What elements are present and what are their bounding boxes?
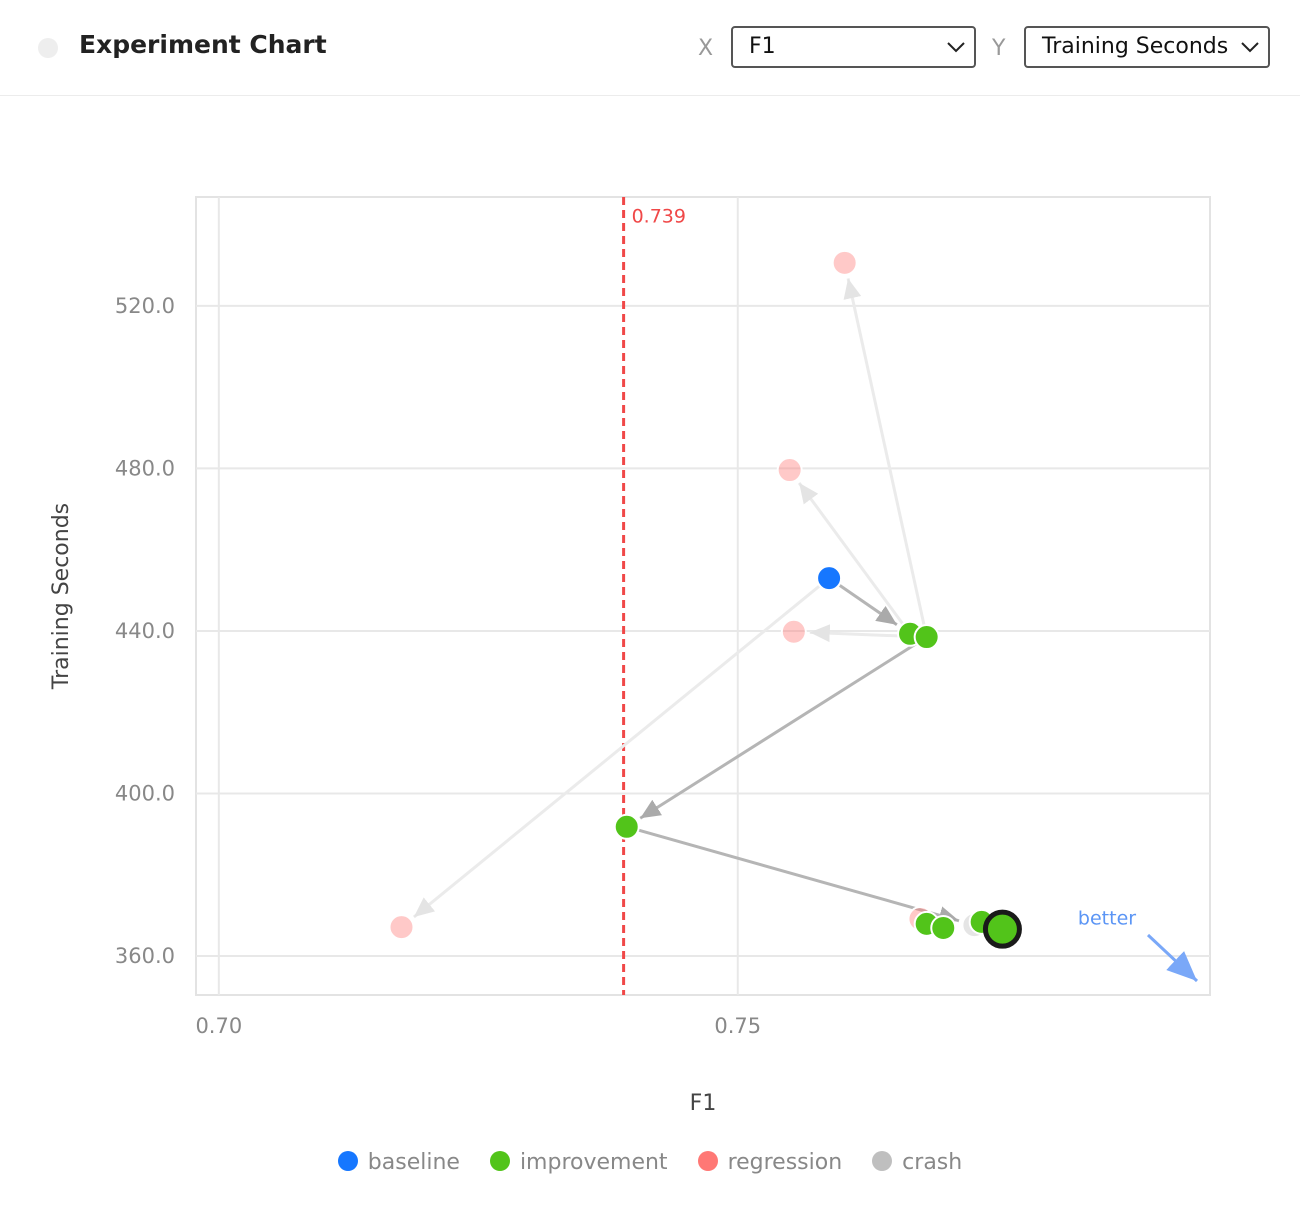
- x-label: X: [698, 36, 714, 61]
- chevron: [1241, 42, 1259, 53]
- y-tick-label: 400.0: [115, 781, 175, 805]
- legend: baseline improvement regression crash: [0, 1150, 1300, 1175]
- legend-label: baseline: [367, 1150, 460, 1175]
- x-tick-label: 0.75: [714, 1014, 761, 1038]
- legend-label: improvement: [519, 1150, 668, 1175]
- point: [780, 618, 807, 645]
- point: [913, 624, 940, 651]
- x-select[interactable]: F1: [731, 26, 976, 68]
- link-arrow: [809, 624, 915, 643]
- y-tick-label: 360.0: [115, 944, 175, 968]
- chevron: [947, 42, 965, 53]
- link-arrow: [843, 278, 926, 626]
- x-tick-label: 0.70: [195, 1014, 242, 1038]
- legend-swatch: [697, 1151, 718, 1171]
- y-select[interactable]: Training Seconds: [1024, 26, 1270, 68]
- point: [831, 249, 858, 276]
- link-arrow: [412, 584, 821, 919]
- grid: [196, 197, 1210, 995]
- legend-item[interactable]: baseline: [337, 1150, 460, 1175]
- point: [613, 813, 640, 840]
- y-tick-label: 480.0: [115, 456, 175, 480]
- y-tick-label: 520.0: [115, 294, 175, 318]
- legend-swatch: [872, 1151, 893, 1171]
- legend-swatch: [337, 1151, 358, 1171]
- status-dot: [38, 38, 58, 58]
- legend-item[interactable]: improvement: [489, 1150, 668, 1175]
- links: [412, 278, 960, 921]
- point: [388, 914, 415, 941]
- point: [816, 565, 843, 592]
- x-select-value: F1: [749, 34, 776, 59]
- title: Experiment Chart: [79, 30, 327, 59]
- link-arrow: [797, 482, 905, 626]
- point: [982, 909, 1022, 949]
- y-axis-title: Training Seconds: [49, 503, 74, 690]
- better-arrow: [1146, 933, 1199, 983]
- point: [776, 457, 803, 484]
- x-axis-title: F1: [690, 1091, 717, 1116]
- better-label: better: [1078, 908, 1136, 930]
- legend-swatch: [489, 1151, 510, 1171]
- y-select-value: Training Seconds: [1042, 34, 1229, 59]
- header: Experiment Chart X F1 Y Training Seconds: [0, 0, 1300, 96]
- link-arrow: [639, 642, 918, 820]
- y-tick-label: 440.0: [115, 619, 175, 643]
- point: [930, 914, 957, 941]
- link-arrow: [838, 583, 898, 626]
- y-label: Y: [992, 36, 1006, 61]
- legend-item[interactable]: regression: [697, 1150, 843, 1175]
- plot-frame: [195, 196, 1211, 996]
- threshold-label: 0.739: [632, 206, 686, 228]
- legend-item[interactable]: crash: [872, 1150, 962, 1175]
- link-arrow: [637, 828, 960, 921]
- chart: F1 Training Seconds 360.0 400.0 440.0 480.0…: [49, 196, 1211, 1116]
- legend-label: regression: [727, 1150, 843, 1175]
- legend-label: crash: [902, 1150, 963, 1175]
